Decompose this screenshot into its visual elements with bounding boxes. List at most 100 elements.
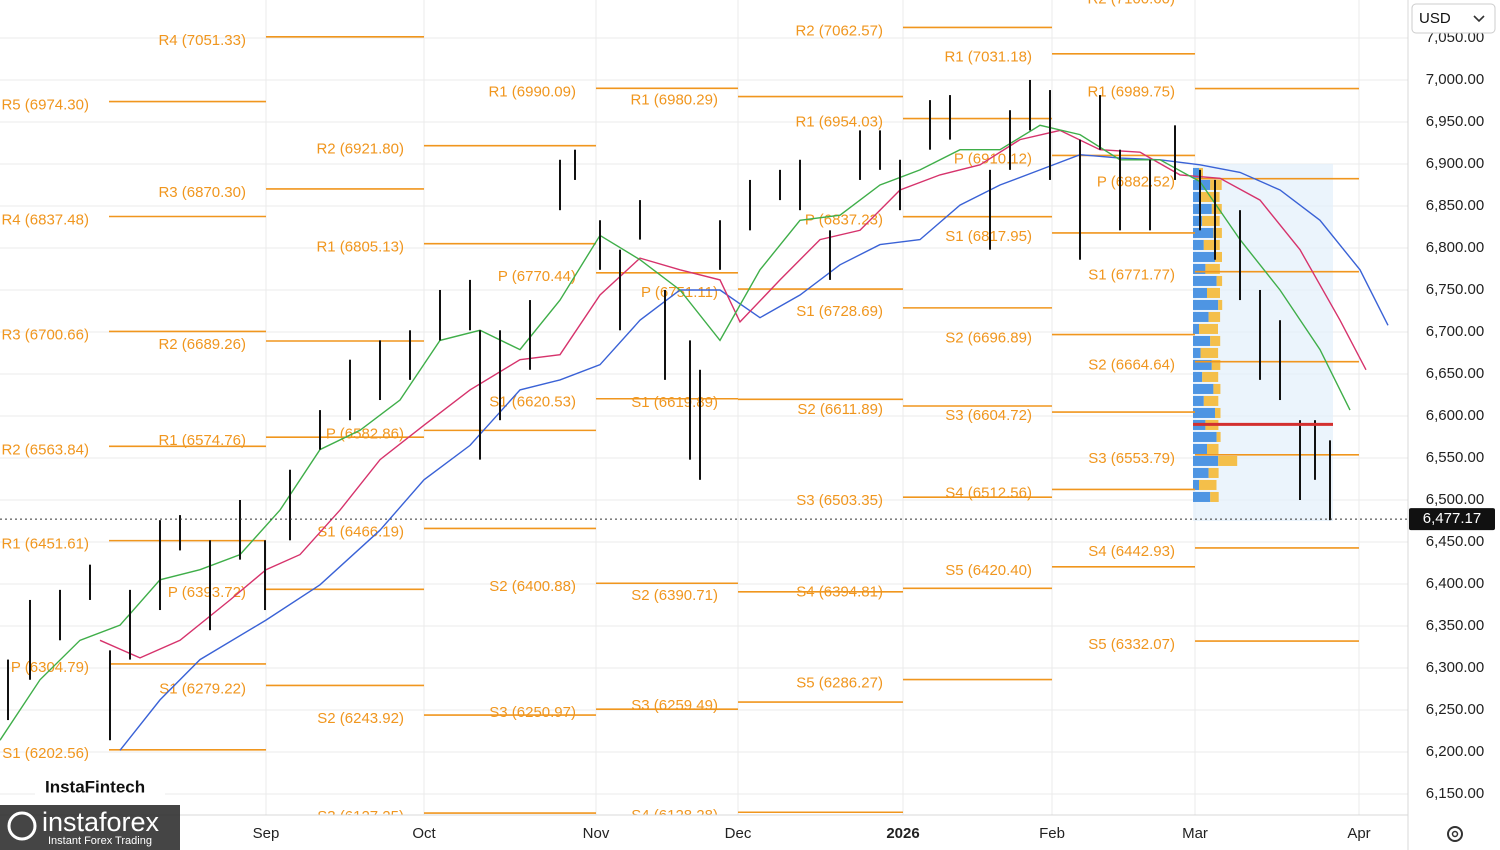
pivot-label: R1 (6451.61) <box>1 536 89 553</box>
x-tick-label: Oct <box>412 825 436 842</box>
pivot-label: R1 (6954.03) <box>795 114 883 131</box>
volume-profile-bar <box>1193 383 1214 394</box>
volume-profile-bar <box>1193 359 1212 370</box>
volume-profile-bar <box>1199 479 1217 490</box>
volume-profile-bar <box>1218 455 1238 466</box>
volume-profile-bar <box>1202 371 1219 382</box>
volume-profile-bar <box>1193 323 1199 334</box>
volume-profile-bar <box>1193 167 1199 178</box>
y-tick-label: 6,200.00 <box>1426 743 1484 760</box>
currency-box[interactable] <box>1411 3 1496 34</box>
pivot-label: P (6770.44) <box>498 268 576 285</box>
pivot-label: S1 (6771.77) <box>1088 267 1175 284</box>
pivot-label: P (6304.79) <box>11 659 89 676</box>
volume-profile-bar <box>1211 203 1222 214</box>
pivot-label: S2 (6400.88) <box>489 578 576 595</box>
volume-profile-bar <box>1193 215 1203 226</box>
y-tick-label: 6,850.00 <box>1426 197 1484 214</box>
x-tick-label: Feb <box>1039 825 1065 842</box>
volume-profile-bar <box>1193 491 1211 502</box>
moving-average <box>0 124 1351 741</box>
pivot-label: R1 (6989.75) <box>1087 84 1175 101</box>
volume-profile-bar <box>1193 431 1217 442</box>
pivot-label: S2 (6696.89) <box>945 330 1032 347</box>
volume-profile-bar <box>1193 263 1206 274</box>
pivot-label: R2 (6921.80) <box>316 141 404 158</box>
settings-button[interactable] <box>1447 826 1463 842</box>
volume-profile-bar <box>1199 323 1218 334</box>
currency-select[interactable]: USD <box>1411 3 1496 34</box>
moving-average <box>99 129 1367 659</box>
volume-profile-bar <box>1208 311 1221 322</box>
volume-profile-bar <box>1193 335 1211 346</box>
pivot-label: S1 (6202.56) <box>2 745 89 762</box>
y-tick-label: 7,000.00 <box>1426 71 1484 88</box>
logo-icon <box>7 811 37 841</box>
volume-profile-bar <box>1193 311 1209 322</box>
logo-box <box>0 805 180 850</box>
y-tick-label: 6,250.00 <box>1426 701 1484 718</box>
pivot-label: R4 (6837.48) <box>1 211 89 228</box>
pivot-label: S1 (6279.22) <box>159 680 246 697</box>
pivot-label: R3 (6700.66) <box>1 326 89 343</box>
logo-box <box>35 770 165 805</box>
pivot-label: R2 (6689.26) <box>158 336 246 353</box>
volume-profile-bar <box>1193 203 1212 214</box>
volume-profile-bar <box>1193 251 1215 262</box>
moving-average <box>119 153 1389 751</box>
volume-profile-bar <box>1193 227 1214 238</box>
volume-profile-bar <box>1216 275 1223 286</box>
pivot-label: R1 (6805.13) <box>316 239 404 256</box>
gear-center <box>1451 830 1459 838</box>
volume-profile-bar <box>1211 359 1221 370</box>
y-tick-label: 6,500.00 <box>1426 491 1484 508</box>
x-tick-label: Apr <box>1347 825 1370 842</box>
volume-profile-bar <box>1193 479 1199 490</box>
x-tick-label: Dec <box>725 825 752 842</box>
y-tick-label: 6,800.00 <box>1426 239 1484 256</box>
pivot-label: P (6393.72) <box>168 584 246 601</box>
y-tick-label: 6,550.00 <box>1426 449 1484 466</box>
pivot-label: R2 (6563.84) <box>1 441 89 458</box>
volume-profile-bar <box>1193 299 1219 310</box>
gear[interactable] <box>1447 826 1463 842</box>
pivot-label: S4 (6512.56) <box>945 484 1032 501</box>
pivot-label: P (6582.86) <box>326 425 404 442</box>
pivot-label: R1 (6990.09) <box>488 83 576 100</box>
y-tick-label: 6,950.00 <box>1426 113 1484 130</box>
plot-area: R5 (6974.30) R4 (6837.48) R3 (6700.66) R2 (… <box>0 0 1408 824</box>
x-tick-label: 2026 <box>886 825 919 842</box>
volume-profile-bar <box>1210 491 1219 502</box>
pivot-label: R1 (6574.76) <box>158 432 246 449</box>
pivot-label: S1 (6728.69) <box>796 303 883 320</box>
volume-profile-bar <box>1193 191 1201 202</box>
volume-profile-bar <box>1213 383 1221 394</box>
chevron <box>1473 15 1485 23</box>
logo-forex: instaforex <box>42 807 160 837</box>
y-tick-label: 6,300.00 <box>1426 659 1484 676</box>
pivot-label: R2 (7062.57) <box>795 22 883 39</box>
pivot-label: S4 (6394.81) <box>796 583 883 600</box>
last-price-label: 6,477.17 <box>1423 510 1481 527</box>
y-tick-label: 6,650.00 <box>1426 365 1484 382</box>
volume-profile-bar <box>1205 263 1220 274</box>
y-tick-label: 6,450.00 <box>1426 533 1484 550</box>
y-tick-label: 6,350.00 <box>1426 617 1484 634</box>
pivot-label: R2 (7100.60) <box>1087 0 1175 7</box>
currency-label[interactable]: USD <box>1419 10 1451 27</box>
volume-profile-bar <box>1207 443 1219 454</box>
pivot-label: P (6751.11) <box>641 284 718 301</box>
volume-profile-bar <box>1218 299 1223 310</box>
y-tick-label: 6,900.00 <box>1426 155 1484 172</box>
volume-profile-bar <box>1193 443 1207 454</box>
volume-profile-bar <box>1202 215 1220 226</box>
volume-profile-bar <box>1193 407 1215 418</box>
pivot-label: S5 (6332.07) <box>1088 636 1175 653</box>
axes: 6,150.00 6,200.00 6,250.00 6,300.00 6,350.00… <box>253 29 1495 842</box>
pivot-label: R3 (6870.30) <box>158 184 246 201</box>
logo-tagline: Instant Forex Trading <box>48 835 152 847</box>
pivot-label: R5 (6974.30) <box>1 97 89 114</box>
volume-profile-bar <box>1193 467 1209 478</box>
volume-profile-bar <box>1215 251 1222 262</box>
pivot-label: S4 (6128.28) <box>631 807 718 824</box>
